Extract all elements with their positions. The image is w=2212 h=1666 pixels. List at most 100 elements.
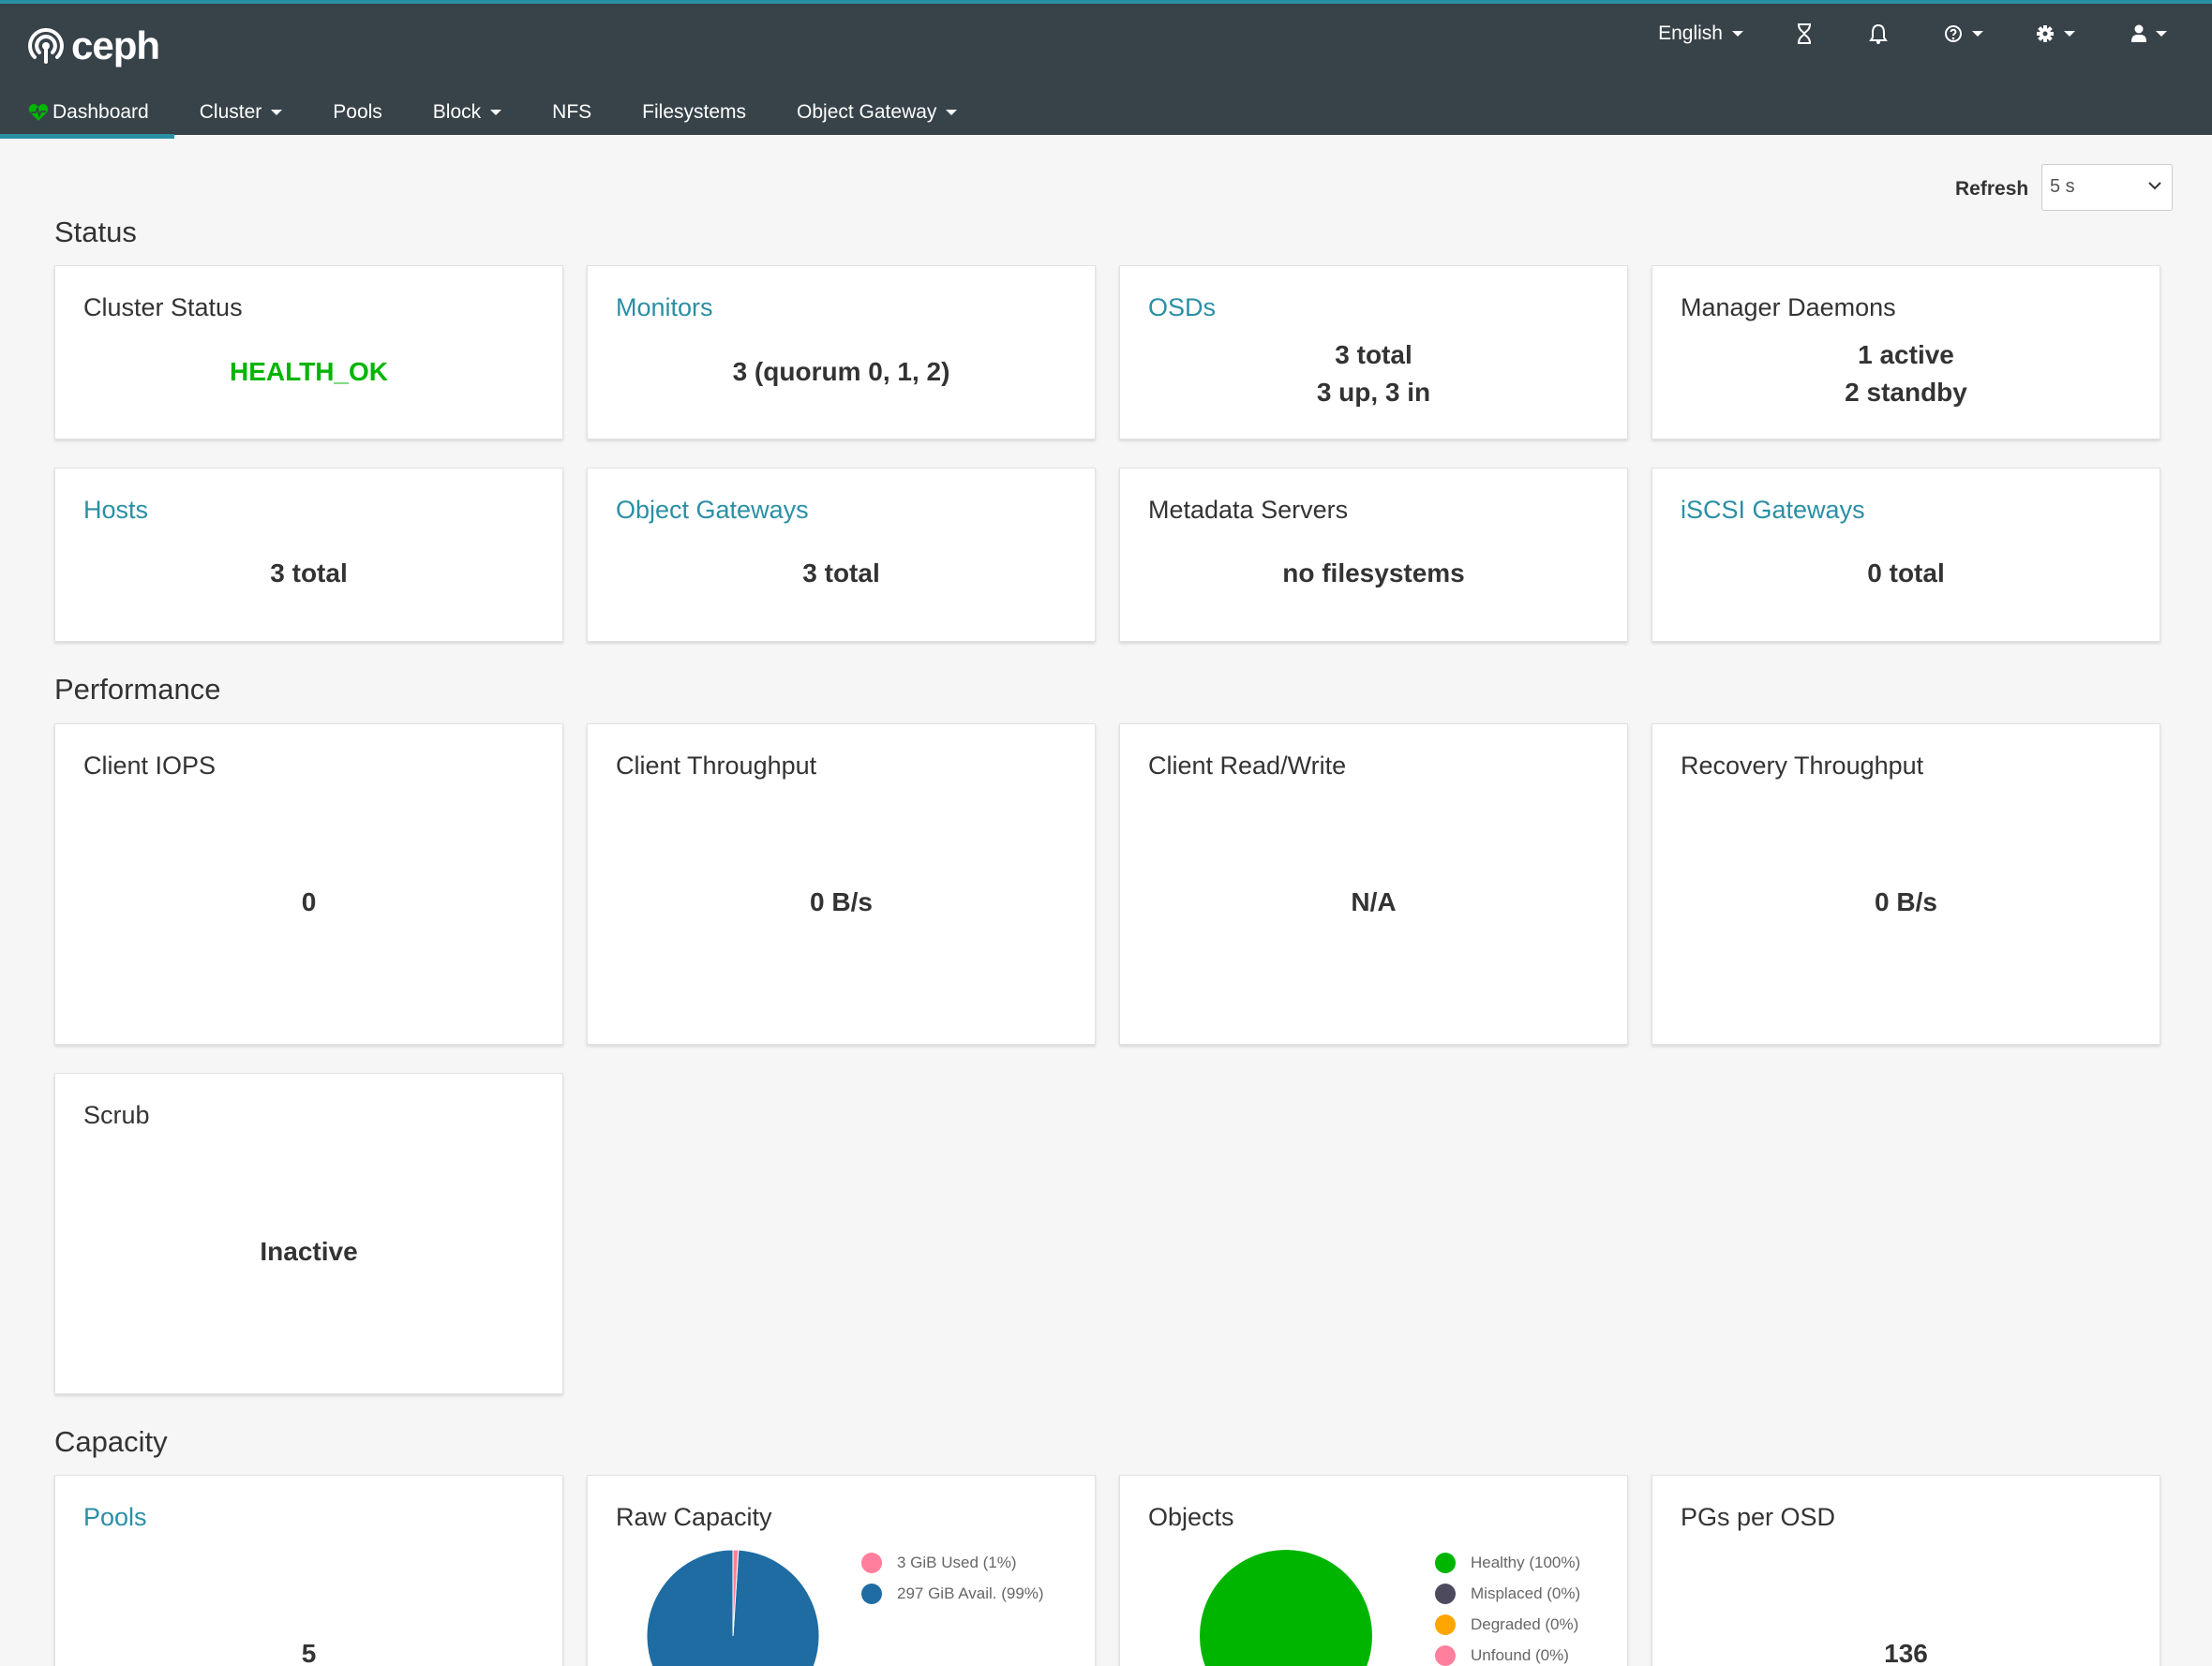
settings-menu[interactable] [2036, 15, 2075, 52]
notifications-button[interactable] [1869, 15, 1888, 52]
metadata-servers-value: no filesystems [1282, 558, 1465, 588]
legend-item[interactable]: Healthy (100%) [1435, 1547, 1580, 1578]
legend-dot [1435, 1552, 1456, 1573]
top-header: ceph English [0, 0, 2212, 139]
card-title: PGs per OSD [1681, 1503, 1836, 1531]
legend-item[interactable]: Degraded (0%) [1435, 1609, 1580, 1640]
nav-label: Cluster [199, 101, 262, 123]
hosts-link[interactable]: Hosts [83, 496, 149, 524]
chevron-down-icon [1732, 31, 1743, 37]
osds-card: OSDs 3 total 3 up, 3 in [1119, 265, 1628, 439]
pgs-per-osd-value: 136 [1884, 1639, 1928, 1666]
nav-dashboard[interactable]: Dashboard [0, 86, 174, 139]
legend-item[interactable]: Unfound (0%) [1435, 1640, 1580, 1666]
language-label: English [1658, 22, 1723, 44]
help-menu[interactable] [1944, 15, 1983, 52]
legend-item[interactable]: 297 GiB Avail. (99%) [861, 1578, 1044, 1609]
legend-label: Degraded (0%) [1471, 1614, 1579, 1633]
chevron-down-icon [2156, 31, 2167, 37]
chevron-down-icon [490, 110, 502, 115]
client-iops-card: Client IOPS 0 [54, 723, 563, 1045]
main-nav: Dashboard Cluster Pools Block NFS Filesy… [0, 86, 982, 139]
monitors-card: Monitors 3 (quorum 0, 1, 2) [587, 265, 1096, 439]
logo-text: ceph [71, 23, 160, 67]
legend-item[interactable]: 3 GiB Used (1%) [861, 1547, 1044, 1578]
raw-capacity-pie [646, 1549, 820, 1666]
objects-legend: Healthy (100%) Misplaced (0%) Degraded (… [1435, 1547, 1580, 1666]
refresh-label: Refresh [1955, 178, 2029, 200]
capacity-section-title: Capacity [54, 1425, 168, 1458]
recovery-throughput-value: 0 B/s [1875, 887, 1937, 916]
nav-label: Filesystems [642, 101, 747, 123]
user-menu[interactable] [2131, 15, 2167, 52]
nav-nfs[interactable]: NFS [527, 86, 617, 139]
pools-link[interactable]: Pools [83, 1503, 147, 1531]
nav-label: Dashboard [52, 101, 149, 123]
chevron-down-icon [2064, 31, 2075, 37]
nav-block[interactable]: Block [408, 86, 527, 139]
hosts-value: 3 total [270, 558, 348, 588]
client-read-write-value: N/A [1351, 887, 1397, 916]
legend-label: Healthy (100%) [1471, 1553, 1581, 1571]
hourglass-icon [1798, 23, 1811, 44]
nav-pools[interactable]: Pools [307, 86, 408, 139]
chevron-down-icon [946, 110, 958, 115]
scrub-card: Scrub Inactive [54, 1073, 563, 1394]
legend-dot [1435, 1644, 1456, 1666]
nav-label: Pools [333, 101, 382, 123]
legend-label: 297 GiB Avail. (99%) [897, 1584, 1044, 1602]
card-title: Client Throughput [616, 751, 817, 780]
language-selector[interactable]: English [1658, 15, 1743, 52]
objects-pie [1200, 1550, 1372, 1666]
heartbeat-icon [28, 103, 49, 122]
chevron-down-icon [271, 110, 283, 115]
refresh-interval-select[interactable]: 5 s [2041, 164, 2173, 211]
osds-total-value: 3 total [1335, 340, 1412, 369]
recovery-throughput-card: Recovery Throughput 0 B/s [1652, 723, 2160, 1045]
legend-dot [1435, 1583, 1456, 1604]
ceph-logo[interactable]: ceph [26, 22, 160, 69]
nav-object-gateway[interactable]: Object Gateway [771, 86, 982, 139]
health-status-value: HEALTH_OK [229, 357, 389, 386]
pools-value: 5 [301, 1639, 317, 1666]
nav-filesystems[interactable]: Filesystems [617, 86, 771, 139]
gear-icon [2037, 25, 2054, 42]
help-icon [1945, 25, 1962, 42]
card-title: Metadata Servers [1148, 496, 1349, 524]
legend-dot [861, 1583, 882, 1604]
iscsi-gateways-card: iSCSI Gateways 0 total [1652, 468, 2160, 642]
card-title: Recovery Throughput [1681, 751, 1924, 780]
legend-dot [861, 1552, 882, 1573]
legend-dot [1435, 1614, 1456, 1635]
nav-label: Block [432, 101, 482, 123]
card-title: Manager Daemons [1681, 293, 1896, 321]
legend-item[interactable]: Misplaced (0%) [1435, 1578, 1580, 1609]
manager-daemons-card: Manager Daemons 1 active 2 standby [1652, 265, 2160, 439]
iscsi-gateways-link[interactable]: iSCSI Gateways [1681, 496, 1865, 524]
card-title: Raw Capacity [616, 1503, 772, 1531]
managers-active-value: 1 active [1858, 340, 1954, 369]
monitors-link[interactable]: Monitors [616, 293, 713, 321]
osds-link[interactable]: OSDs [1148, 293, 1217, 321]
metadata-servers-card: Metadata Servers no filesystems [1119, 468, 1628, 642]
osds-up-in-value: 3 up, 3 in [1316, 378, 1431, 407]
utility-menu: English [1658, 15, 2212, 52]
bell-icon [1869, 23, 1888, 44]
refresh-value: 5 s [2050, 176, 2075, 197]
nav-cluster[interactable]: Cluster [174, 86, 308, 139]
pgs-per-osd-card: PGs per OSD 136 [1652, 1475, 2160, 1666]
raw-capacity-used-slice[interactable] [732, 1549, 740, 1637]
client-throughput-value: 0 B/s [810, 887, 873, 916]
object-gateways-link[interactable]: Object Gateways [616, 496, 809, 524]
chevron-down-icon [1972, 31, 1983, 37]
objects-healthy-slice[interactable] [1200, 1550, 1372, 1666]
monitors-value: 3 (quorum 0, 1, 2) [732, 357, 950, 386]
managers-standby-value: 2 standby [1845, 378, 1967, 407]
client-read-write-card: Client Read/Write N/A [1119, 723, 1628, 1045]
ceph-logo-icon [28, 28, 64, 64]
chevron-down-icon [2148, 182, 2161, 190]
iscsi-gateways-value: 0 total [1867, 558, 1945, 588]
pools-card: Pools 5 [54, 1475, 563, 1666]
legend-label: Unfound (0%) [1471, 1645, 1569, 1664]
background-tasks-button[interactable] [1796, 15, 1813, 52]
